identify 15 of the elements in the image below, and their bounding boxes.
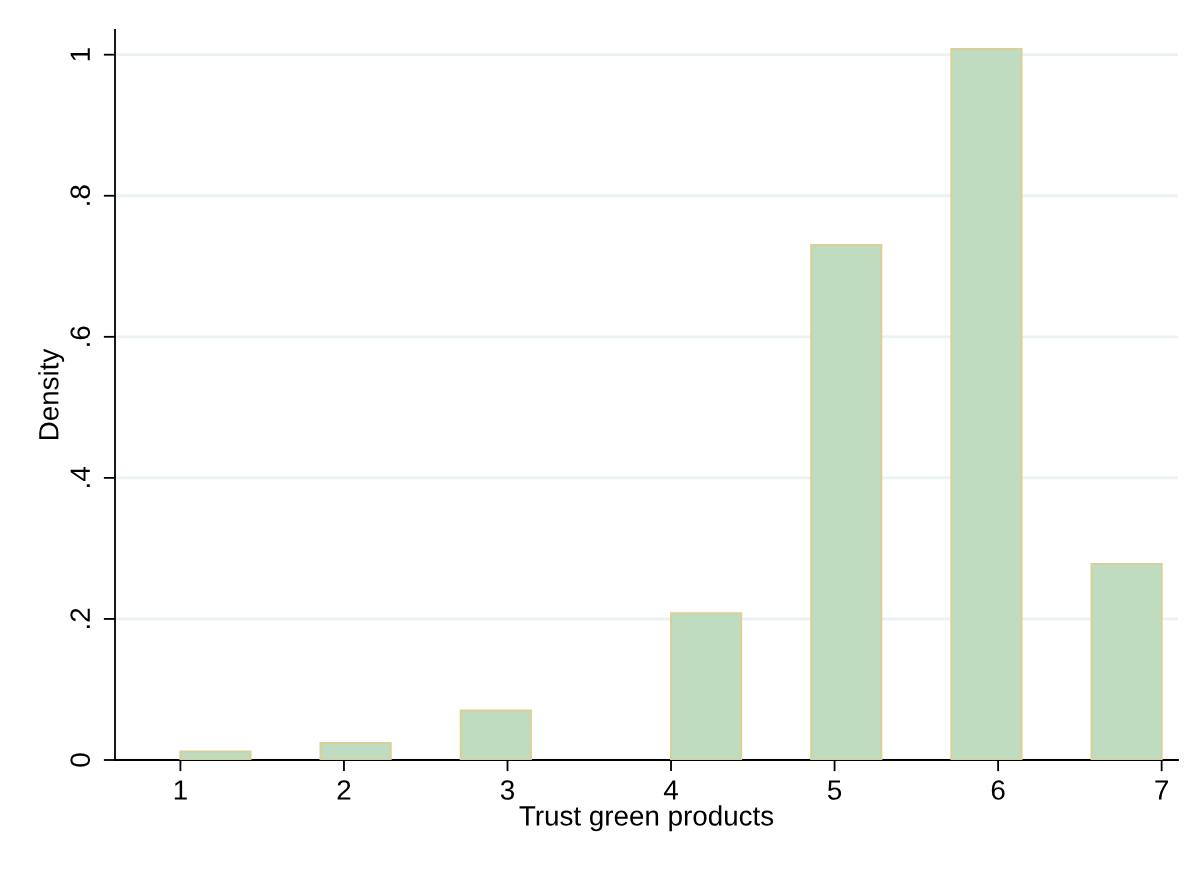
y-tick-label: .6	[70, 326, 91, 346]
x-tick-label: 3	[500, 780, 514, 800]
x-tick-label: 4	[663, 780, 678, 800]
y-tick-label: .8	[70, 185, 91, 205]
x-tick-label: 5	[827, 780, 842, 800]
x-tick-label: 1	[174, 780, 187, 800]
y-tick-label: 1	[70, 48, 90, 61]
y-tick-label: 0	[70, 753, 91, 767]
x-tick-label: 2	[337, 780, 351, 800]
y-tick-label: .4	[70, 467, 90, 487]
y-tick-label: .2	[70, 608, 90, 628]
x-tick-label: 6	[991, 780, 1005, 800]
x-tick-label: 7	[1155, 780, 1168, 800]
y-axis-title: Density	[38, 348, 65, 440]
x-axis-title: Trust green products	[519, 805, 774, 832]
